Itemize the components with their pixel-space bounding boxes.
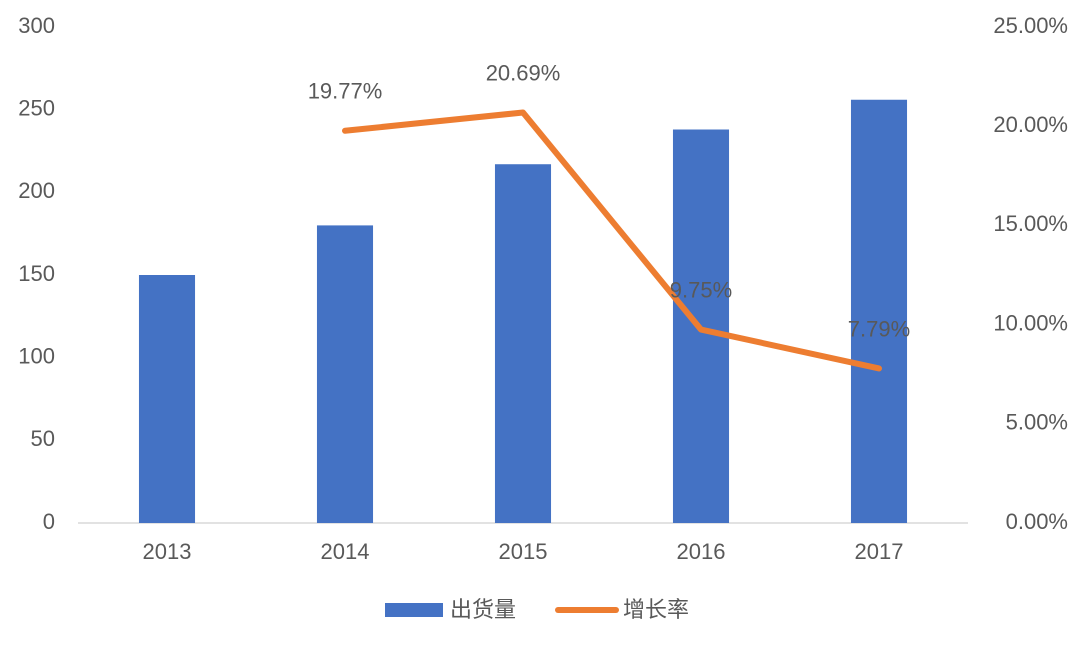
y2-tick-label: 0.00%: [1006, 509, 1068, 534]
y2-tick-label: 25.00%: [993, 13, 1068, 38]
y-tick-label: 200: [18, 178, 55, 203]
x-tick-label: 2013: [143, 539, 192, 564]
bar: [138, 275, 196, 523]
y-tick-label: 50: [31, 426, 55, 451]
data-label: 7.79%: [848, 316, 910, 341]
bar: [850, 99, 908, 523]
legend-label: 出货量: [450, 597, 516, 622]
y2-tick-label: 20.00%: [993, 112, 1068, 137]
legend-label: 增长率: [623, 597, 689, 622]
y-tick-label: 100: [18, 343, 55, 368]
y2-tick-label: 5.00%: [1006, 410, 1068, 435]
data-label: 9.75%: [670, 277, 732, 302]
bar: [316, 225, 374, 523]
bar: [494, 164, 552, 523]
legend-swatch: [385, 603, 443, 617]
y2-tick-label: 15.00%: [993, 211, 1068, 236]
x-tick-label: 2017: [855, 539, 904, 564]
y-tick-label: 150: [18, 261, 55, 286]
y2-tick-label: 10.00%: [993, 310, 1068, 335]
y-tick-label: 250: [18, 95, 55, 120]
x-tick-label: 2015: [499, 539, 548, 564]
x-tick-label: 2016: [677, 539, 726, 564]
line: [342, 109, 882, 372]
data-label: 20.69%: [486, 60, 561, 85]
data-label: 19.77%: [308, 79, 383, 104]
y-tick-label: 300: [18, 13, 55, 38]
y-tick-label: 0: [43, 509, 55, 534]
x-tick-label: 2014: [321, 539, 370, 564]
